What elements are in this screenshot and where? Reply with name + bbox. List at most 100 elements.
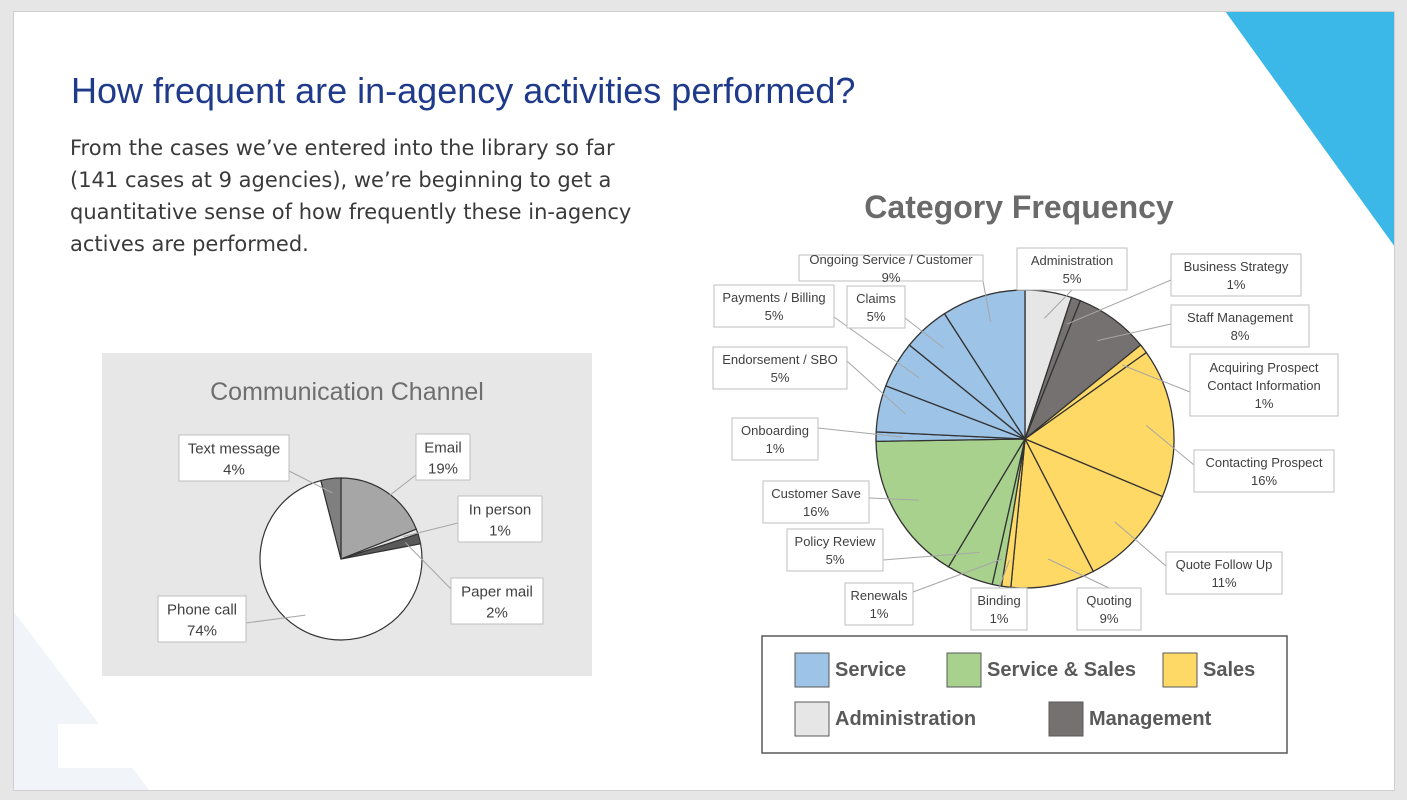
pie-slice-text-message xyxy=(320,477,342,560)
data-label-binding: Binding 1% xyxy=(970,587,1028,631)
pie-slice-customer-save xyxy=(875,438,1027,568)
data-label-acquiring-prospect-contact-information: Acquiring Prospect Contact Information 1% xyxy=(1189,353,1339,417)
data-label-box xyxy=(457,495,543,543)
data-label-box xyxy=(1076,587,1142,631)
data-label-phone-call: Phone call 74% xyxy=(157,595,247,643)
legend-label: Administration xyxy=(835,708,976,730)
data-label-value: 1% xyxy=(766,441,785,456)
data-label-name: Customer Save xyxy=(771,486,861,501)
chart-legend: Service Service & Sales Sales Administratio… xyxy=(761,635,1288,754)
data-label-value: 74% xyxy=(187,622,217,639)
legend-swatch xyxy=(946,652,982,688)
data-label-value: 4% xyxy=(223,461,245,478)
leader-line-policy-review xyxy=(882,551,980,561)
data-label-name: Endorsement / SBO xyxy=(722,352,838,367)
data-label-name: Business Strategy xyxy=(1184,259,1289,274)
data-label-name: Phone call xyxy=(167,601,237,618)
data-label-name: In person xyxy=(469,501,532,518)
pie-slice-quote-follow-up xyxy=(1023,437,1164,573)
leader-line-renewals xyxy=(912,558,1003,593)
data-label-policy-review: Policy Review 5% xyxy=(786,528,884,572)
data-label-name: Paper mail xyxy=(461,583,533,600)
pie-slice-quoting xyxy=(1010,436,1095,589)
data-label-box xyxy=(762,480,870,524)
legend-swatch xyxy=(1048,701,1084,737)
data-label-box xyxy=(1165,551,1283,595)
data-label-onboarding: Onboarding 1% xyxy=(731,417,819,461)
data-label-box xyxy=(1016,247,1128,291)
legend-item-service: Service xyxy=(794,652,906,688)
data-label-name: Acquiring Prospect xyxy=(1209,360,1318,375)
data-label-value: 5% xyxy=(1063,271,1082,286)
data-label-box xyxy=(798,254,984,282)
data-label-name: Administration xyxy=(1031,253,1113,268)
data-label-paper-mail: Paper mail 2% xyxy=(450,577,544,625)
data-label-name: Email xyxy=(424,439,462,456)
data-label-value: 1% xyxy=(1227,277,1246,292)
legend-label: Service xyxy=(835,659,906,681)
slide: How frequent are in-agency activities pe… xyxy=(13,11,1395,791)
data-label-box xyxy=(786,528,884,572)
leader-line-endorsement-sbo xyxy=(846,360,906,415)
data-label-box xyxy=(1170,304,1310,348)
legend-label: Service & Sales xyxy=(987,659,1136,681)
pie-slice-email xyxy=(340,477,418,560)
leader-line-onboarding xyxy=(817,427,903,438)
legend-label: Sales xyxy=(1203,659,1255,681)
data-label-text-message: Text message 4% xyxy=(178,434,290,482)
category-frequency-chart: Category Frequency Administration 5% Busin… xyxy=(712,189,1339,754)
leader-line-phone-call xyxy=(245,614,306,624)
data-label-box xyxy=(450,577,544,625)
leader-line-contacting-prospect xyxy=(1146,425,1195,466)
legend-label: Management xyxy=(1089,708,1212,730)
corner-decoration-bottom-left-inner xyxy=(58,724,138,768)
leader-line-email xyxy=(377,474,417,505)
data-label-name: Quote Follow Up xyxy=(1176,557,1273,572)
data-label-box xyxy=(1193,449,1335,493)
leader-line-business-strategy xyxy=(1066,279,1172,325)
leader-line-administration xyxy=(1043,289,1073,319)
data-label-quoting: Quoting 9% xyxy=(1076,587,1142,631)
legend-swatch xyxy=(794,652,830,688)
data-label-box xyxy=(713,284,835,328)
data-label-value: 16% xyxy=(803,504,829,519)
data-label-value: 1% xyxy=(489,522,511,539)
data-label-name: Ongoing Service / Customer xyxy=(809,252,973,267)
legend-item-sales: Sales xyxy=(1162,652,1255,688)
data-label-value: 1% xyxy=(1255,396,1274,411)
data-label-name: Policy Review xyxy=(795,534,877,549)
legend-swatch xyxy=(1162,652,1198,688)
leader-line-acquiring-prospect-contact-information xyxy=(1122,364,1191,393)
data-label-staff-management: Staff Management 8% xyxy=(1170,304,1310,348)
data-label-payments-billing: Payments / Billing 5% xyxy=(713,284,835,328)
data-label-name: Payments / Billing xyxy=(722,290,825,305)
chart-title: Category Frequency xyxy=(864,189,1174,225)
data-label-box xyxy=(415,433,471,481)
intro-paragraph: From the cases we’ve entered into the li… xyxy=(70,136,632,256)
data-label-box xyxy=(970,587,1028,631)
data-label-email: Email 19% xyxy=(415,433,471,481)
data-label-value: 5% xyxy=(771,370,790,385)
data-label-value: 1% xyxy=(870,606,889,621)
data-label-claims: Claims 5% xyxy=(846,285,906,329)
data-label-name: Binding xyxy=(977,593,1020,608)
data-label-value: 9% xyxy=(1100,611,1119,626)
leader-line-binding xyxy=(998,560,1010,589)
data-label-value: 9% xyxy=(882,270,901,285)
legend-item-management: Management xyxy=(1048,701,1212,737)
data-label-name: Claims xyxy=(856,291,896,306)
data-label-ongoing-service-customer: Ongoing Service / Customer 9% xyxy=(798,252,984,285)
chart-title: Communication Channel xyxy=(210,378,484,406)
leader-line-quote-follow-up xyxy=(1114,521,1167,567)
data-label-value: 19% xyxy=(428,460,458,477)
data-label-name: Staff Management xyxy=(1187,310,1293,325)
data-label-value: 5% xyxy=(765,308,784,323)
data-label-name: Text message xyxy=(188,440,281,457)
data-label-value: 5% xyxy=(826,552,845,567)
data-label-box xyxy=(844,582,914,626)
data-label-customer-save: Customer Save 16% xyxy=(762,480,870,524)
data-label-business-strategy: Business Strategy 1% xyxy=(1170,253,1302,297)
data-label-box xyxy=(1170,253,1302,297)
legend-swatch xyxy=(794,701,830,737)
communication-channel-chart: Communication Channel Email 19% In person 1… xyxy=(102,353,592,676)
